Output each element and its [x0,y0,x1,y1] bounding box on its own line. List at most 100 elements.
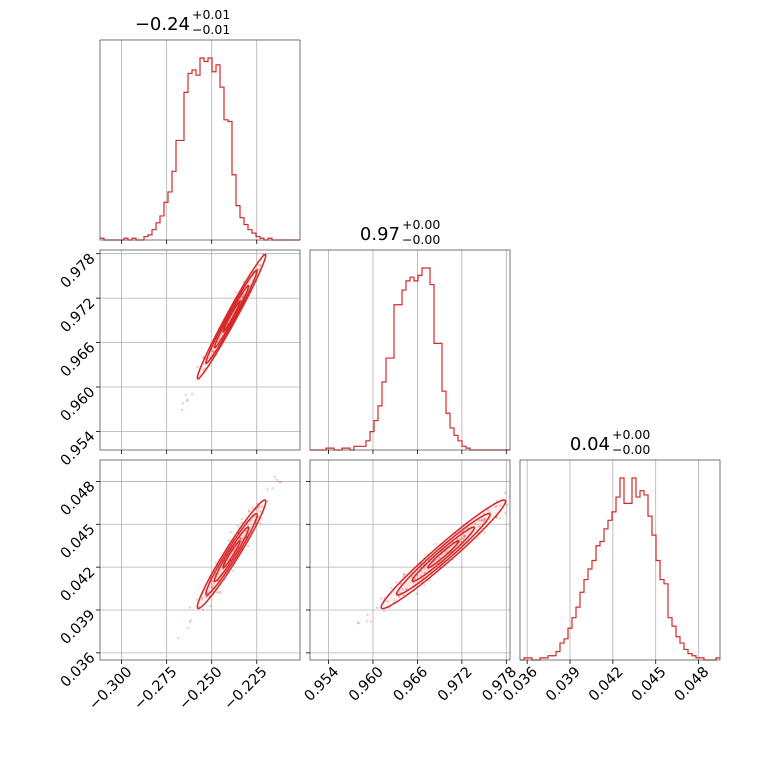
scatter-point [423,571,426,575]
scatter-point [234,291,237,294]
scatter-point [438,556,441,559]
hist-bin-2 [600,541,604,660]
hist-bin-2 [596,546,600,660]
hist-bin-1 [398,305,402,450]
scatter-point [484,517,487,520]
scatter-point [386,600,389,603]
x-tick-label: 0.048 [672,664,713,705]
scatter-point [215,591,219,594]
scatter-point [458,538,461,541]
title-1: 0.97 +0.00−0.00 [360,217,440,247]
scatter-point [260,517,263,521]
scatter-point [259,510,262,513]
scatter-point [397,595,401,598]
x-tick-label: 0.045 [629,664,670,705]
hist-bin-2 [644,495,648,660]
scatter-point [517,477,519,479]
scatter-point [188,606,191,609]
x-tick-label: 0.039 [543,664,584,705]
y-tick-label: 0.972 [58,295,99,336]
x-tick-label: −0.275 [131,664,180,713]
hist-bin-2 [660,580,664,660]
scatter-point [524,487,526,489]
hist-bin-2 [608,520,612,660]
hist-bin-0 [188,73,192,240]
scatter-point [499,504,502,507]
scatter-point [275,235,277,237]
hist-bin-1 [390,358,394,450]
scatter-point [383,596,386,599]
scatter-point [402,573,405,576]
scatter-point [277,232,279,234]
scatter-point [399,582,402,586]
contour-level [380,499,507,610]
hist-bin-1 [434,343,438,450]
scatter-point [239,537,242,540]
scatter-point [375,606,379,609]
hist-bin-2 [616,497,620,660]
scatter-point [212,350,215,353]
scatter-point [487,509,490,512]
title-minus-error: −0.01 [192,22,230,37]
hist-bin-1 [422,268,426,450]
scatter-panel-1-2 [309,459,526,661]
hist-bin-2 [552,656,556,660]
title-plus-error: +0.00 [402,217,440,232]
panel-frame [99,39,301,241]
contour-level [222,300,241,334]
hist-bin-1 [426,268,430,450]
scatter-point [259,522,262,525]
scatter-point [240,517,243,521]
scatter-point [366,613,369,616]
scatter-point [177,637,180,640]
scatter-point [393,599,396,602]
scatter-point [251,507,254,510]
title-plus-error: +0.01 [192,7,230,22]
scatter-panel-0-2 [99,459,301,661]
panel-frame [519,459,721,661]
x-tick-label: 0.042 [586,664,627,705]
panel-frame [99,459,301,661]
scatter-point [229,531,232,534]
title-minus-error: −0.00 [612,442,650,457]
x-tick-label: −0.300 [86,664,135,713]
scatter-point [211,586,214,589]
panel-frame [309,459,511,661]
title-plus-error: +0.00 [612,427,650,442]
contour-level [395,512,491,596]
scatter-point [249,519,253,522]
hist-bin-2 [592,561,596,660]
hist-bin-0 [204,61,208,240]
scatter-point [394,581,398,584]
title-value: −0.24 [135,14,190,35]
hist-bin-2 [628,503,632,660]
scatter-point [240,521,244,524]
scatter-point [483,519,486,522]
scatter-point [257,267,260,271]
scatter-point [191,392,194,396]
scatter-point [463,534,466,537]
scatter-point [187,626,190,629]
scatter-point [236,524,239,528]
scatter-point [233,548,236,551]
y-tick-label: 0.978 [58,251,99,292]
hist-panel-2 [519,459,721,661]
scatter-point [403,573,406,576]
y-tick-label: 0.966 [58,340,99,381]
scatter-point [218,337,222,340]
panel-frame [309,249,511,451]
scatter-point [506,503,509,507]
title-value: 0.97 [360,224,400,245]
scatter-point [273,475,276,478]
scatter-point [423,584,426,587]
y-tick-label: 0.039 [58,607,99,648]
scatter-point [476,537,479,540]
hist-bin-2 [636,497,640,660]
title-minus-error: −0.00 [402,232,440,247]
scatter-point [405,588,408,591]
contour-level [213,284,250,349]
hist-bin-2 [632,478,636,660]
scatter-point [275,478,278,482]
